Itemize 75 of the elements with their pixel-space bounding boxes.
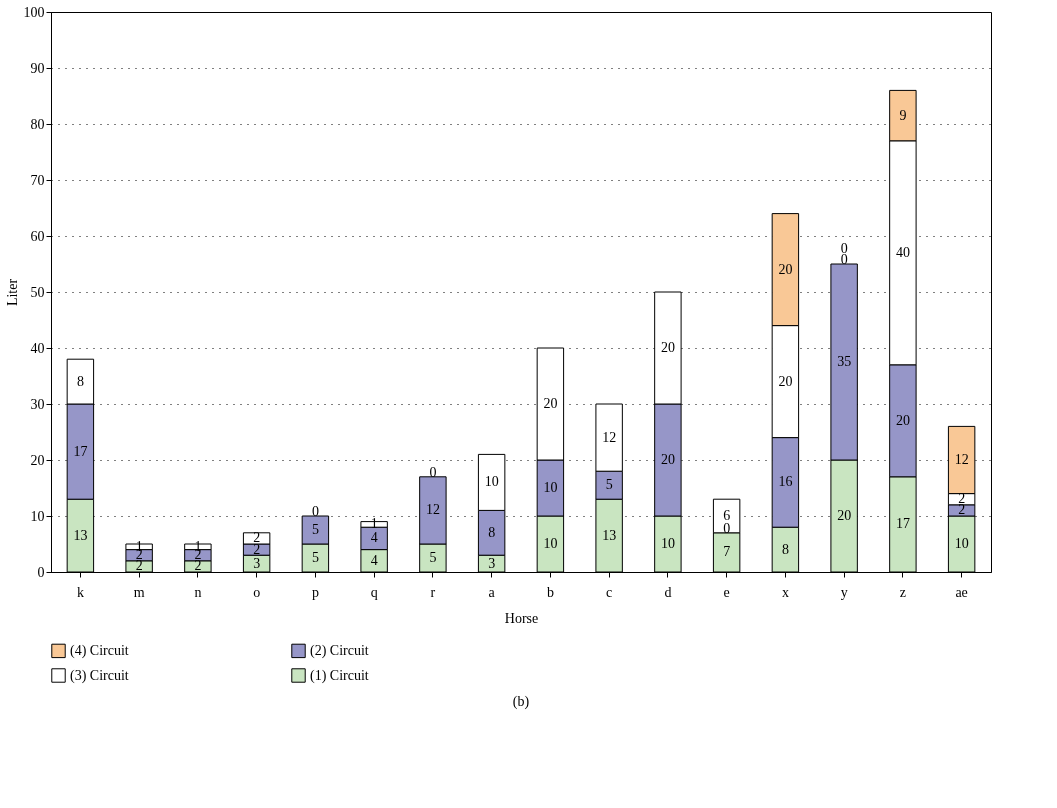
y-tick-label: 50 bbox=[30, 284, 45, 300]
y-axis-title: Liter bbox=[4, 278, 20, 307]
x-tick-label: k bbox=[76, 584, 84, 600]
x-tick-label: m bbox=[133, 584, 145, 600]
x-tick-label: c bbox=[606, 584, 613, 600]
y-tick-label: 80 bbox=[30, 116, 45, 132]
x-tick-label: p bbox=[311, 584, 319, 600]
data-label: 4 bbox=[370, 552, 378, 568]
y-tick-label: 0 bbox=[37, 564, 45, 580]
data-label: 10 bbox=[660, 536, 675, 551]
x-tick-label: q bbox=[370, 584, 378, 600]
x-tick-label: e bbox=[723, 584, 730, 600]
x-axis-title: Horse bbox=[504, 610, 539, 626]
data-label: 5 bbox=[311, 522, 319, 537]
x-tick-label: a bbox=[488, 584, 496, 600]
data-label: 17 bbox=[895, 516, 910, 532]
data-label: 3 bbox=[253, 555, 261, 571]
data-label: 10 bbox=[543, 536, 558, 551]
data-label: 2 bbox=[958, 502, 966, 518]
y-tick-label: 70 bbox=[30, 172, 45, 188]
x-tick-label: y bbox=[840, 584, 848, 600]
data-label: 13 bbox=[602, 527, 617, 543]
data-label: 5 bbox=[429, 550, 437, 565]
data-label: 35 bbox=[837, 354, 852, 369]
x-tick-label: z bbox=[899, 584, 906, 600]
data-label: 20 bbox=[660, 452, 675, 467]
data-label: 2 bbox=[135, 558, 143, 574]
data-label: 12 bbox=[954, 452, 969, 467]
data-label: 20 bbox=[543, 396, 558, 411]
data-label: 5 bbox=[311, 550, 319, 565]
text: (b) bbox=[512, 694, 530, 710]
legend-label: (4) Circuit bbox=[70, 642, 129, 659]
data-label: 20 bbox=[660, 340, 675, 355]
data-label: 20 bbox=[895, 412, 910, 428]
y-tick-label: 10 bbox=[30, 508, 45, 524]
y-tick-label: 90 bbox=[30, 60, 45, 76]
data-label: 10 bbox=[543, 480, 558, 495]
legend-label: (3) Circuit bbox=[70, 667, 129, 684]
data-label: 6 bbox=[723, 508, 731, 523]
data-label: 0 bbox=[311, 504, 319, 519]
data-label: 9 bbox=[899, 107, 907, 123]
x-tick-label: r bbox=[430, 584, 436, 600]
y-tick-label: 100 bbox=[23, 4, 45, 20]
data-label: 20 bbox=[778, 373, 793, 389]
legend-label: (1) Circuit bbox=[310, 667, 369, 684]
data-label: 8 bbox=[488, 524, 496, 540]
data-label: 17 bbox=[73, 443, 88, 459]
data-label: 4 bbox=[370, 530, 378, 546]
y-tick-label: 60 bbox=[30, 228, 45, 244]
x-tick-label: d bbox=[664, 584, 672, 600]
y-tick-label: 20 bbox=[30, 452, 45, 468]
data-label: 1 bbox=[370, 516, 378, 532]
data-label: 20 bbox=[837, 508, 852, 523]
data-label: 5 bbox=[605, 477, 613, 493]
x-tick-label: b bbox=[546, 584, 554, 600]
data-label: 13 bbox=[73, 527, 88, 543]
x-tick-label: o bbox=[253, 584, 261, 600]
x-tick-label: n bbox=[194, 584, 202, 600]
data-label: 2 bbox=[194, 558, 202, 574]
data-label: 16 bbox=[778, 474, 793, 490]
data-label: 40 bbox=[895, 244, 910, 260]
data-label: 12 bbox=[602, 429, 617, 445]
data-label: 8 bbox=[76, 373, 84, 389]
data-label: 20 bbox=[778, 261, 793, 277]
data-label: 3 bbox=[488, 555, 496, 571]
data-label: 10 bbox=[484, 474, 499, 490]
legend-label: (2) Circuit bbox=[310, 642, 369, 659]
x-tick-label: ae bbox=[955, 584, 968, 600]
y-tick-label: 40 bbox=[30, 340, 45, 356]
data-label: 12 bbox=[425, 502, 440, 518]
data-label: 7 bbox=[723, 544, 731, 560]
y-tick-label: 30 bbox=[30, 396, 45, 412]
data-label: 8 bbox=[781, 541, 789, 557]
x-tick-label: x bbox=[781, 584, 789, 600]
data-label: 10 bbox=[954, 536, 969, 551]
